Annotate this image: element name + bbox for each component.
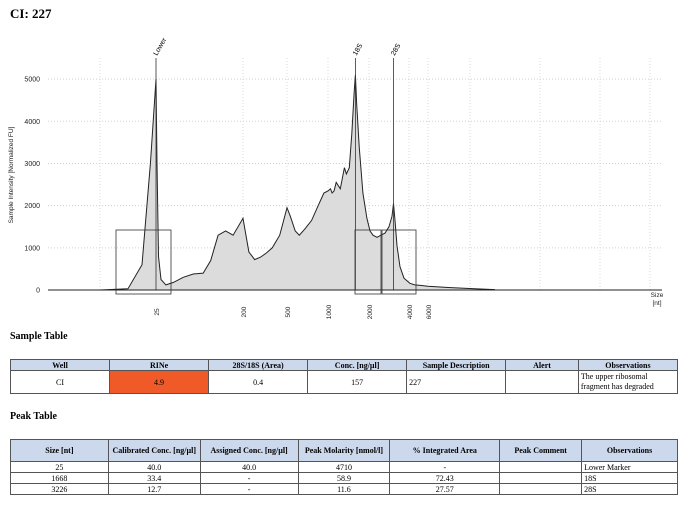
x-tick-label: 4000 — [407, 304, 414, 319]
sample-header-conc: Conc. [ng/µl] — [307, 359, 408, 371]
peak-table-heading: Peak Table — [10, 411, 57, 422]
page-title: CI: 227 — [10, 6, 52, 21]
table-row: 3226 12.7 - 11.6 27.57 28S — [10, 483, 678, 495]
peak-header-molarity: Peak Molarity [nmol/l] — [297, 439, 391, 462]
sample-header-well: Well — [9, 359, 111, 371]
peak-header-comment: Peak Comment — [499, 439, 583, 462]
peak-header-calibrated-conc: Calibrated Conc. [ng/µl] — [107, 439, 201, 462]
peak-cell: 3226 — [10, 483, 109, 495]
table-row: 25 40.0 40.0 4710 - Lower Marker — [10, 461, 678, 473]
sample-header-observations: Observations — [577, 359, 679, 371]
electropherogram-chart: Lower 18S 28S 0 1000 2000 3000 4000 5000 25 200 500… — [8, 36, 664, 319]
y-tick-label: 1000 — [24, 245, 40, 252]
x-axis-label: Size — [651, 292, 664, 299]
peak-cell: 11.6 — [297, 483, 391, 495]
peak-cell — [499, 483, 583, 495]
series-area — [100, 74, 495, 291]
peak-cell: 18S — [581, 472, 678, 484]
peak-cell: 12.7 — [107, 483, 201, 495]
x-tick-label: 25 — [154, 308, 161, 316]
peak-cell: 27.57 — [389, 483, 501, 495]
sample-cell-ratio: 0.4 — [208, 370, 309, 394]
y-axis-label: Sample Intensity [Normalized FU] — [8, 126, 15, 223]
sample-header-ratio: 28S/18S (Area) — [208, 359, 309, 371]
peak-cell: 25 — [10, 461, 109, 473]
peak-label: 28S — [390, 42, 402, 57]
y-tick-label: 5000 — [24, 77, 40, 84]
peak-header-integrated-area: % Integrated Area — [389, 439, 501, 462]
sample-cell-well: CI — [9, 370, 111, 394]
peak-cell: 40.0 — [107, 461, 201, 473]
peak-cell — [499, 472, 583, 484]
y-tick-label: 3000 — [24, 161, 40, 168]
peak-cell: Lower Marker — [581, 461, 678, 473]
sample-cell-observations: The upper ribosomal fragment has degrade… — [577, 370, 679, 394]
peak-cell: - — [199, 483, 299, 495]
peak-label: 18S — [352, 42, 364, 57]
peak-cell: 40.0 — [199, 461, 299, 473]
y-tick-label: 4000 — [24, 119, 40, 126]
peak-cell: 4710 — [297, 461, 391, 473]
peak-cell: 58.9 — [297, 472, 391, 484]
peak-cell: - — [199, 472, 299, 484]
y-tick-label: 2000 — [24, 203, 40, 210]
peak-header-observations: Observations — [581, 439, 678, 462]
sample-cell-description: 227 — [406, 370, 507, 394]
peak-integration-box — [115, 229, 172, 295]
x-tick-label: 1000 — [326, 304, 333, 319]
x-tick-label: 500 — [285, 306, 292, 317]
peak-cell: 28S — [581, 483, 678, 495]
sample-header-description: Sample Description — [406, 359, 507, 371]
peak-cell — [499, 461, 583, 473]
sample-table-heading: Sample Table — [10, 331, 68, 342]
sample-cell-alert — [505, 370, 579, 394]
sample-cell-rine: 4.9 — [109, 370, 210, 394]
peak-cell: 1668 — [10, 472, 109, 484]
peak-header-assigned-conc: Assigned Conc. [ng/µl] — [199, 439, 299, 462]
peak-integration-box — [381, 229, 417, 295]
peak-table: Size [nt] Calibrated Conc. [ng/µl] Assig… — [10, 439, 678, 495]
sample-header-alert: Alert — [505, 359, 579, 371]
sample-table: Well RINe 28S/18S (Area) Conc. [ng/µl] S… — [9, 359, 679, 394]
peak-cell: - — [389, 461, 501, 473]
x-axis-label-unit: [nt] — [652, 300, 661, 307]
y-tick-label: 0 — [36, 288, 40, 295]
peak-header-size: Size [nt] — [10, 439, 109, 462]
x-tick-label: 200 — [241, 306, 248, 317]
sample-cell-conc: 157 — [307, 370, 408, 394]
table-row: 1668 33.4 - 58.9 72.43 18S — [10, 472, 678, 484]
sample-header-rine: RINe — [109, 359, 210, 371]
peak-label: Lower — [153, 36, 169, 57]
x-tick-label: 2000 — [367, 304, 374, 319]
peak-cell: 33.4 — [107, 472, 201, 484]
x-tick-label: 6000 — [426, 304, 433, 319]
peak-cell: 72.43 — [389, 472, 501, 484]
